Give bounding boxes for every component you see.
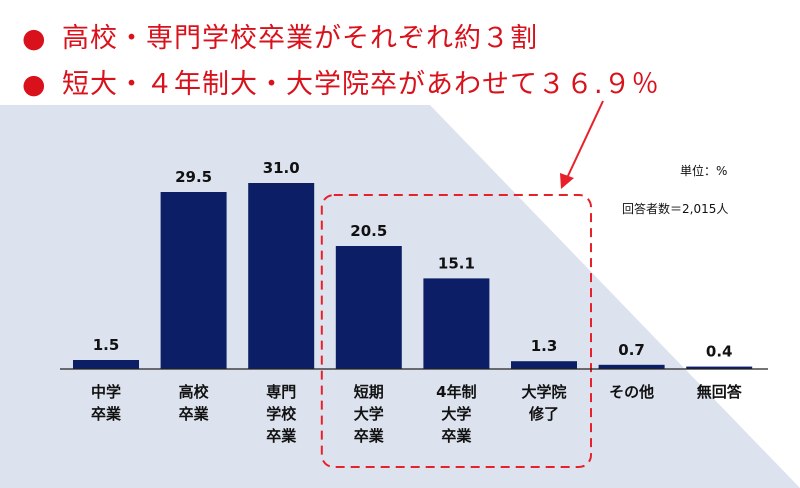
value-label-4: 15.1 bbox=[438, 254, 475, 272]
value-label-6: 0.7 bbox=[618, 341, 645, 359]
value-label-5: 1.3 bbox=[531, 337, 558, 355]
bar-4 bbox=[423, 278, 490, 369]
headline-high-school-vocational: ● 高校・専門学校卒業がそれぞれ約３割 bbox=[22, 16, 538, 55]
bar-0 bbox=[73, 360, 139, 369]
highlight-arrow bbox=[566, 100, 604, 179]
unit-note: 単位：% bbox=[680, 164, 728, 178]
bar-1 bbox=[160, 192, 227, 369]
category-label-6-0: その他 bbox=[609, 383, 654, 401]
value-label-3: 20.5 bbox=[350, 222, 387, 240]
respondents-note: 回答者数＝2,015人 bbox=[622, 202, 729, 216]
headline-college-total: ● 短大・４年制大・大学院卒があわせて３６.９％ bbox=[22, 62, 660, 101]
bar-5 bbox=[511, 361, 577, 369]
category-label-5-0: 大学院 bbox=[521, 383, 566, 401]
category-label-3-0: 短期 bbox=[354, 383, 384, 401]
value-label-7: 0.4 bbox=[706, 343, 733, 361]
headline-text-2: 短大・４年制大・大学院卒があわせて３６.９％ bbox=[62, 69, 660, 100]
highlight-arrow-head bbox=[560, 173, 574, 189]
bar-6 bbox=[598, 364, 665, 369]
headline-text-1: 高校・専門学校卒業がそれぞれ約３割 bbox=[62, 23, 538, 54]
bullet-icon: ● bbox=[22, 69, 47, 100]
bar-2 bbox=[248, 183, 315, 369]
bullet-icon: ● bbox=[22, 23, 47, 54]
category-label-7-0: 無回答 bbox=[697, 383, 743, 401]
category-label-3-1: 大学 bbox=[354, 405, 384, 423]
category-label-3-2: 卒業 bbox=[354, 427, 385, 445]
category-label-5-1: 修了 bbox=[528, 405, 559, 423]
category-label-1-0: 高校 bbox=[179, 383, 210, 401]
value-label-0: 1.5 bbox=[93, 336, 120, 354]
category-label-0-0: 中学 bbox=[91, 383, 121, 401]
category-label-1-1: 卒業 bbox=[179, 405, 210, 423]
category-label-2-2: 卒業 bbox=[266, 427, 297, 445]
value-label-1: 29.5 bbox=[175, 168, 212, 186]
bar-3 bbox=[335, 246, 402, 369]
highlight-box bbox=[320, 194, 592, 468]
category-label-4-0: 4年制 bbox=[436, 383, 476, 401]
value-label-2: 31.0 bbox=[263, 159, 300, 177]
bar-7 bbox=[686, 366, 753, 369]
category-label-2-0: 専門 bbox=[266, 383, 296, 401]
category-label-0-1: 卒業 bbox=[91, 405, 122, 423]
category-label-4-2: 卒業 bbox=[441, 427, 472, 445]
category-label-4-1: 大学 bbox=[441, 405, 471, 423]
category-label-2-1: 学校 bbox=[266, 405, 297, 423]
